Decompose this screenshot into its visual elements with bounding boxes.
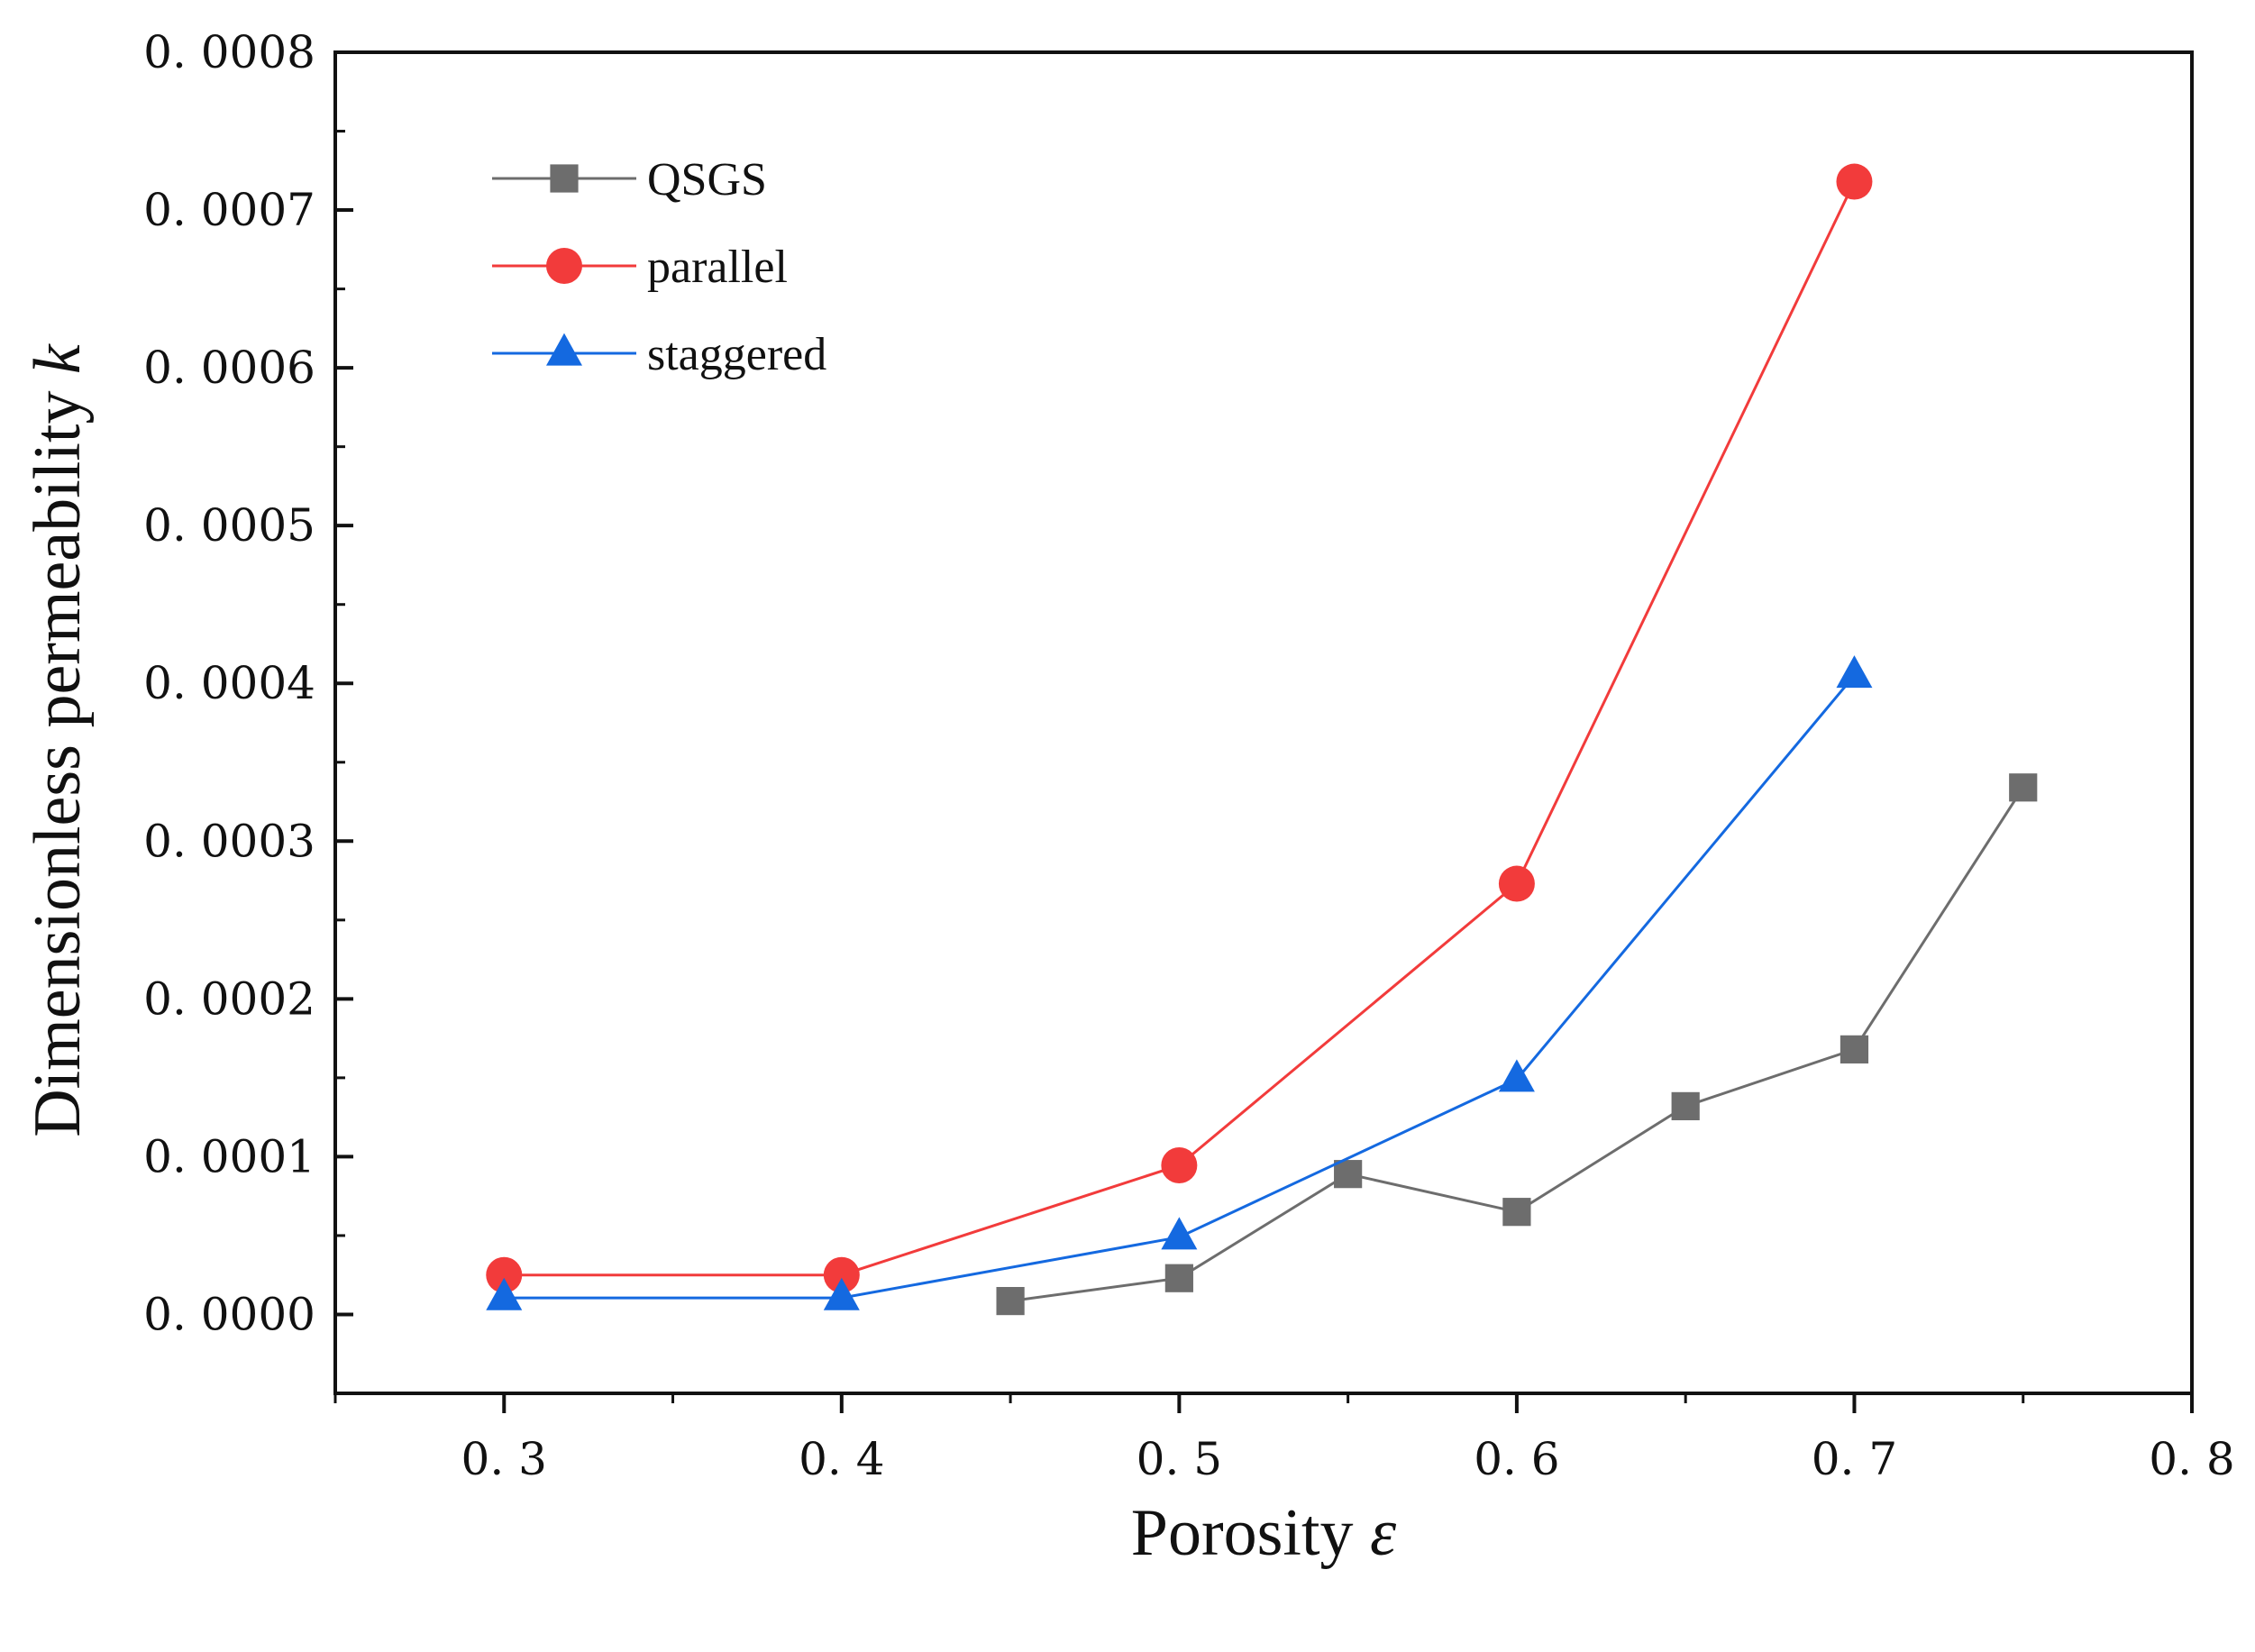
data-point-qsgs [1840, 1035, 1869, 1063]
data-point-staggered [1836, 655, 1873, 689]
y-tick-label: 0. 0000 [143, 1288, 315, 1340]
data-point-qsgs [2009, 773, 2038, 802]
y-tick-label: 0. 0001 [143, 1130, 315, 1182]
x-tick-label: 0. 3 [461, 1433, 547, 1485]
x-axis-title-symbol: ε [1370, 1496, 1397, 1570]
x-tick-label: 0. 5 [1137, 1433, 1222, 1485]
x-tick-label: 0. 4 [799, 1433, 884, 1485]
y-tick-label: 0. 0003 [143, 815, 315, 867]
plot-frame [333, 50, 2194, 1395]
x-tick-label: 0. 7 [1812, 1433, 1897, 1485]
x-tick-label: 0. 6 [1474, 1433, 1559, 1485]
data-point-parallel [823, 1256, 860, 1293]
x-axis: 0. 3 0. 4 0. 5 0. 6 0. 7 0. 8 [333, 1393, 2235, 1485]
data-point-staggered [486, 1277, 523, 1310]
y-tick-label: 0. 0004 [143, 657, 315, 709]
y-axis-title-text: Dimensionless permeability [21, 391, 95, 1137]
x-tick-label: 0. 8 [2149, 1433, 2234, 1485]
legend: QSGS parallel staggered [492, 154, 826, 380]
data-point-qsgs [1164, 1264, 1193, 1292]
data-point-staggered [823, 1277, 860, 1310]
legend-marker-qsgs [550, 164, 579, 193]
data-point-qsgs [1671, 1091, 1700, 1120]
data-point-qsgs [1502, 1198, 1531, 1227]
legend-marker-parallel [546, 248, 582, 284]
data-point-parallel [1498, 865, 1535, 902]
series-staggered [486, 655, 1873, 1310]
series-line-staggered [504, 674, 1856, 1300]
data-point-parallel [1836, 163, 1873, 200]
x-axis-title-text: Porosity [1131, 1496, 1354, 1570]
series-qsgs [996, 773, 2038, 1316]
legend-item-qsgs: QSGS [492, 154, 767, 205]
legend-marker-staggered [546, 333, 582, 366]
legend-item-parallel: parallel [492, 242, 788, 293]
y-axis: 0. 0000 0. 0001 0. 0002 0. 0003 0. 0004 0. 00… [143, 26, 353, 1395]
data-point-parallel [1161, 1147, 1198, 1184]
legend-item-staggered: staggered [492, 329, 826, 380]
legend-label-parallel: parallel [647, 242, 788, 293]
legend-label-staggered: staggered [647, 329, 826, 380]
data-point-parallel [486, 1256, 523, 1293]
y-tick-label: 0. 0002 [143, 972, 315, 1025]
data-point-staggered [1161, 1217, 1198, 1250]
data-point-qsgs [996, 1286, 1025, 1316]
y-tick-label: 0. 0007 [143, 184, 315, 236]
data-point-qsgs [1334, 1160, 1363, 1189]
series-layer [486, 163, 2038, 1316]
plot-area [333, 50, 2194, 1395]
y-axis-title: Dimensionless permeability k [21, 343, 95, 1137]
x-axis-title: Porosity ε [1131, 1496, 1397, 1570]
y-tick-label: 0. 0008 [143, 26, 315, 78]
series-parallel [486, 163, 1873, 1293]
data-point-staggered [1498, 1059, 1535, 1092]
y-tick-label: 0. 0005 [143, 499, 315, 552]
y-axis-title-symbol: k [21, 343, 95, 374]
legend-label-qsgs: QSGS [647, 154, 767, 205]
y-tick-label: 0. 0006 [143, 342, 315, 394]
